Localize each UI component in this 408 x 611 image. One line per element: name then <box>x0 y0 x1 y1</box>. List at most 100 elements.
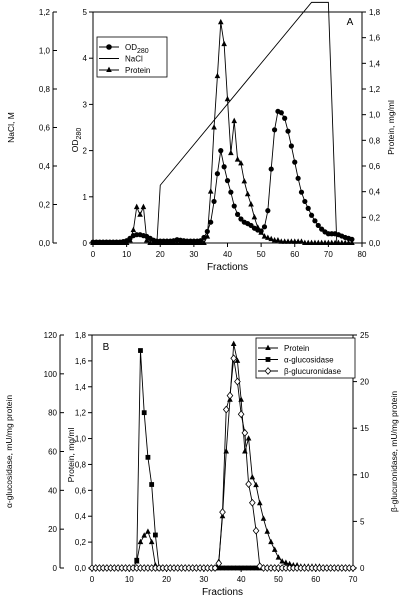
data-point-a-0 <box>349 236 355 242</box>
panel-label-b: B <box>103 342 110 353</box>
data-point-a-2 <box>254 224 261 230</box>
data-point-b-1 <box>216 565 222 571</box>
series-line-a-1 <box>156 1 338 244</box>
data-point-a-2 <box>251 213 258 220</box>
data-point-a-2 <box>224 95 231 102</box>
far-left-tick-label-a: 0,4 <box>39 162 51 171</box>
x-axis-title-a: Fractions <box>207 262 248 273</box>
data-point-a-0 <box>308 212 315 218</box>
left-tick-label-a: 2 <box>83 147 88 156</box>
x-tick-label-b: 70 <box>349 575 358 584</box>
x-tick-label-a: 40 <box>223 250 232 259</box>
data-point-b-0 <box>145 528 151 534</box>
data-point-a-2 <box>204 233 211 239</box>
data-point-a-0 <box>208 219 214 225</box>
panel-label-a: A <box>347 17 354 28</box>
right-tick-label-a: 1,4 <box>369 59 381 68</box>
data-point-b-0 <box>260 515 267 521</box>
right-tick-label-a: 0,2 <box>369 213 381 222</box>
data-point-a-0 <box>282 115 288 121</box>
far-left-tick-label-a: 0,0 <box>39 239 51 248</box>
x-tick-label-b: 30 <box>199 575 208 584</box>
data-point-b-2 <box>226 391 234 400</box>
data-point-b-0 <box>230 340 237 347</box>
x-tick-label-a: 70 <box>324 250 333 259</box>
data-point-a-2 <box>231 117 238 124</box>
chart-panel-a: 0 10 20 30 40 50 60 70 80 Fractions 0 1 2 3 4 5 0,0 0,2 0,… <box>6 1 396 273</box>
data-point-a-2 <box>234 156 241 162</box>
data-point-a-0 <box>315 222 321 229</box>
right-tick-label-a: 1,8 <box>369 8 381 17</box>
left-tick-label-b: 0,6 <box>75 486 87 495</box>
data-point-a-0 <box>218 148 224 154</box>
data-point-b-2 <box>245 480 252 489</box>
legend-label-a: OD280 <box>125 43 149 55</box>
left-axis-title-b: Protein, mg/ml <box>66 427 76 482</box>
data-point-a-2 <box>217 18 224 25</box>
x-tick-label-b: 40 <box>237 575 246 584</box>
legend-label-b: α-glucosidase <box>284 356 334 365</box>
x-tick-label-b: 10 <box>125 575 134 584</box>
legend-b: Protein α-glucosidase β-glucuronidase <box>255 337 356 379</box>
left-axis-title-a: OD280 <box>70 128 83 153</box>
data-point-a-0 <box>295 175 301 181</box>
right-tick-label-a: 1,6 <box>369 34 381 43</box>
left-tick-label-a: 3 <box>83 100 88 109</box>
left-tick-label-b: 1,2 <box>75 409 87 418</box>
right-tick-label-a: 0,0 <box>369 239 381 248</box>
data-point-a-2 <box>201 239 207 245</box>
data-point-b-0 <box>141 532 147 538</box>
legend-label-a: NaCl <box>125 55 143 64</box>
data-point-b-0 <box>137 538 144 545</box>
data-point-b-1 <box>235 565 240 571</box>
data-point-b-0 <box>268 538 274 545</box>
data-point-a-0 <box>234 211 241 217</box>
legend-marker-b <box>265 344 271 350</box>
data-point-b-0 <box>264 528 271 534</box>
data-point-b-2 <box>249 498 256 507</box>
right-axis-title-b: β-glucuronidase, mU/mg protein <box>389 391 399 512</box>
data-point-a-0 <box>271 127 278 133</box>
x-tick-label-b: 20 <box>162 575 171 584</box>
data-point-a-2 <box>261 233 268 239</box>
data-point-a-0 <box>298 189 305 195</box>
data-point-a-2 <box>258 229 264 235</box>
data-point-a-2 <box>265 234 271 240</box>
far-left-tick-label-b: 60 <box>48 448 57 457</box>
x-tick-label-a: 60 <box>290 250 299 259</box>
data-point-a-2 <box>275 237 281 243</box>
left-tick-label-b: 0,0 <box>75 564 87 573</box>
data-point-b-1 <box>220 565 225 571</box>
right-tick-label-b: 0 <box>360 564 365 573</box>
far-left-tick-label-b: 80 <box>48 409 57 418</box>
data-point-a-0 <box>261 224 268 230</box>
data-point-b-1 <box>145 454 151 460</box>
legend-marker-a <box>106 44 112 50</box>
right-tick-label-a: 1,2 <box>369 85 381 94</box>
far-left-tick-label-b: 40 <box>48 486 57 495</box>
data-point-a-0 <box>214 171 221 177</box>
data-point-a-2 <box>214 72 221 79</box>
data-point-a-0 <box>305 205 311 211</box>
data-point-a-0 <box>201 234 207 241</box>
data-point-a-0 <box>265 208 271 214</box>
data-point-a-2 <box>144 237 150 243</box>
left-tick-label-a: 1 <box>83 193 88 202</box>
x-tick-label-b: 60 <box>311 575 320 584</box>
data-point-b-1 <box>223 565 229 571</box>
data-point-b-0 <box>283 559 289 565</box>
left-tick-label-a: 0 <box>83 239 88 248</box>
far-left-tick-label-b: 120 <box>44 331 58 340</box>
data-point-b-2 <box>219 508 226 516</box>
x-tick-label-a: 0 <box>91 250 96 259</box>
data-point-a-0 <box>268 166 274 172</box>
data-point-b-1 <box>141 410 147 416</box>
data-point-a-2 <box>207 188 214 194</box>
data-point-a-2 <box>228 149 234 156</box>
data-point-b-2 <box>222 405 230 414</box>
data-point-a-0 <box>231 203 237 209</box>
data-point-b-0 <box>234 357 241 363</box>
data-point-b-1 <box>231 565 237 571</box>
